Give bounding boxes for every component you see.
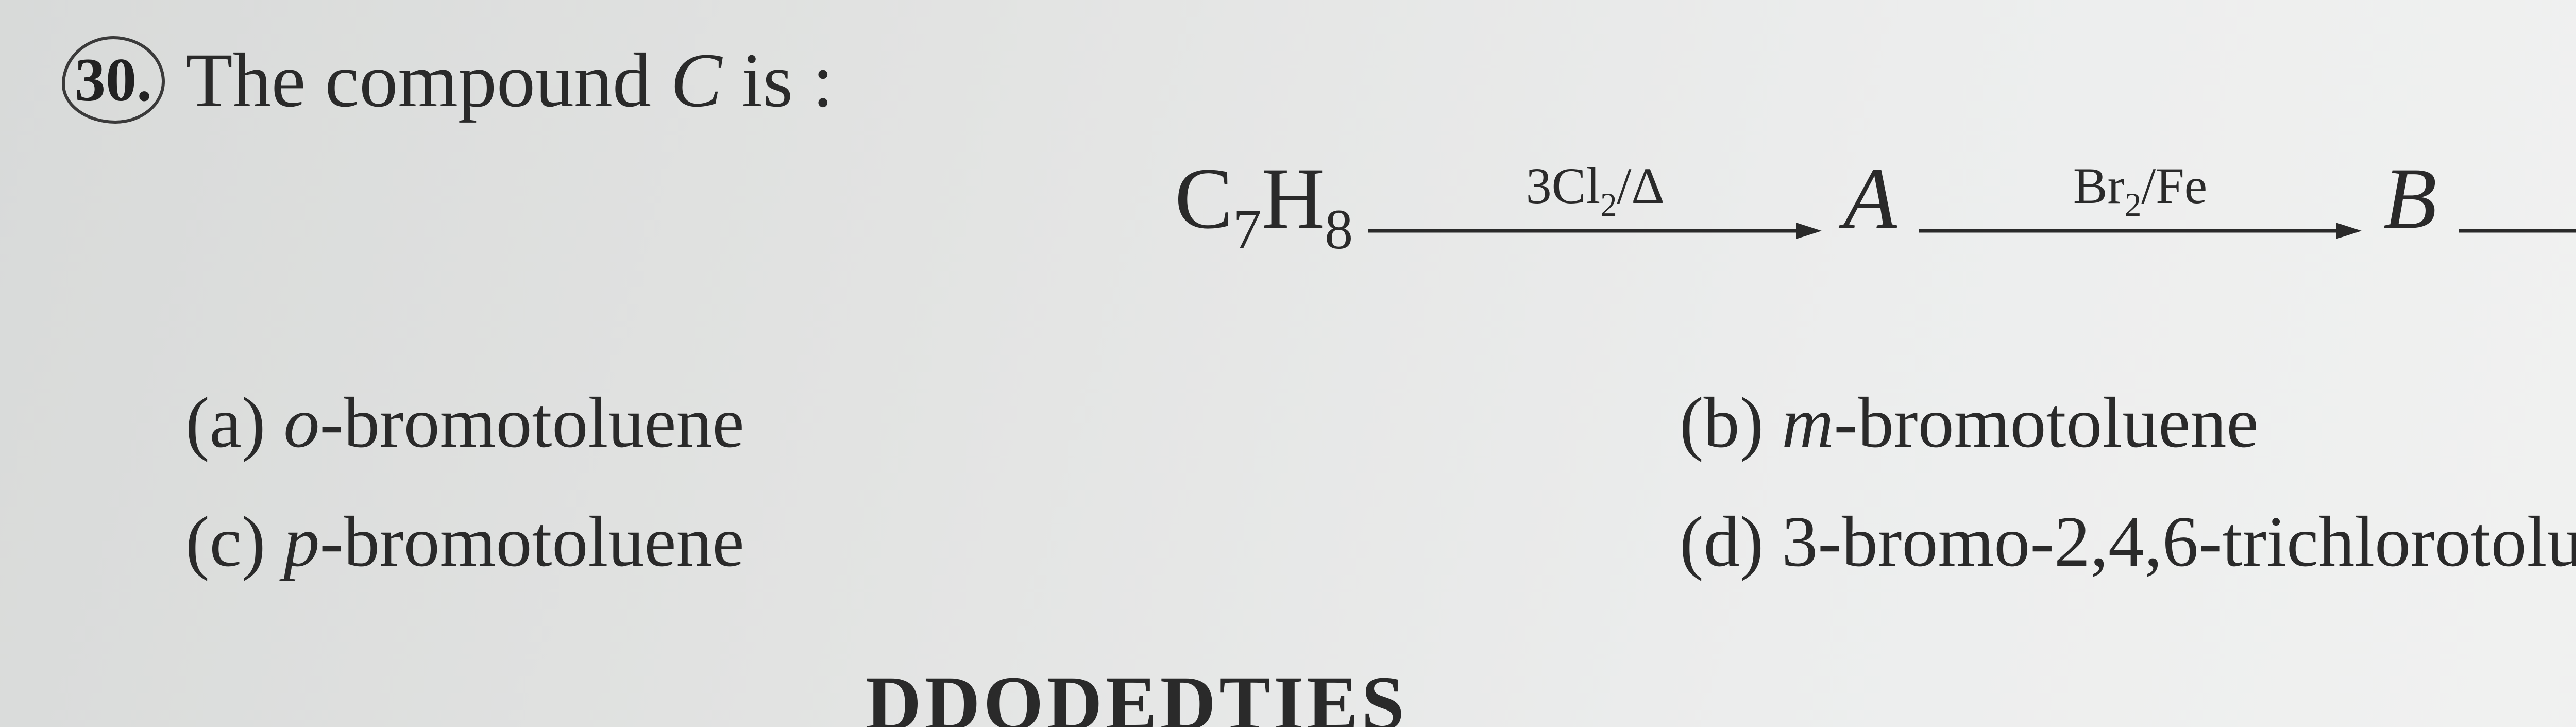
arrow-step2: Br2/Fe [1919,156,2362,242]
reagent-step1: 3Cl2/Δ [1526,156,1665,215]
option-b: (b) m-bromotoluene [1680,381,2576,464]
mol-h: H [1261,155,1325,242]
mol-sub8: 8 [1325,201,1353,258]
reaction-scheme: C7H8 3Cl2/Δ A Br2/Fe B Zn/HCl [1175,155,2576,242]
reagent1-b: /Δ [1617,156,1665,215]
option-d: (d) 3-bromo-2,4,6-trichlorotoluene [1680,500,2576,583]
reagent1-a: 3Cl [1526,156,1600,215]
reagent2-a: Br [2073,156,2125,215]
options-grid: (a) o-bromotoluene (b) m-bromotoluene (c… [185,381,2576,583]
reagent1-sub: 2 [1600,186,1617,225]
question-prompt: The compound C is : [185,36,834,125]
reactant-c7h8: C7H8 [1175,155,1353,242]
arrow-step3: Zn/HCl [2459,156,2576,242]
option-c: (c) p-bromotoluene [185,500,1680,583]
prompt-prefix: The compound [185,38,670,123]
arrow-step1: 3Cl2/Δ [1368,156,1822,242]
question-number: 30. [75,44,152,115]
reagent-step2: Br2/Fe [2073,156,2207,215]
page-root: 30. The compound C is : C7H8 3Cl2/Δ A Br… [0,0,2576,727]
option-b-prefix: m [1782,383,1834,463]
option-c-prefix: p [283,502,319,582]
question-number-circle: 30. [62,36,165,124]
mol-sub7: 7 [1233,201,1261,258]
option-d-label: (d) [1680,502,1782,582]
option-a-label: (a) [185,383,283,463]
option-d-text: 3-bromo-2,4,6-trichlorotoluene [1782,502,2576,582]
option-a-prefix: o [283,383,319,463]
arrow-icon [2459,219,2576,242]
option-b-label: (b) [1680,383,1782,463]
option-a-text: -bromotoluene [319,383,744,463]
intermediate-b: B [2383,155,2437,242]
footer-fragment: DDODEDTIES [866,659,1408,727]
prompt-variable: C [670,38,722,123]
prompt-suffix: is : [722,38,834,123]
reagent2-b: /Fe [2141,156,2207,215]
mol-c: C [1175,155,1233,242]
option-b-text: -bromotoluene [1834,383,2258,463]
reagent2-sub: 2 [2125,186,2142,225]
option-c-label: (c) [185,502,283,582]
option-c-text: -bromotoluene [319,502,744,582]
intermediate-a: A [1843,155,1897,242]
arrow-icon [1368,219,1822,242]
option-a: (a) o-bromotoluene [185,381,1680,464]
